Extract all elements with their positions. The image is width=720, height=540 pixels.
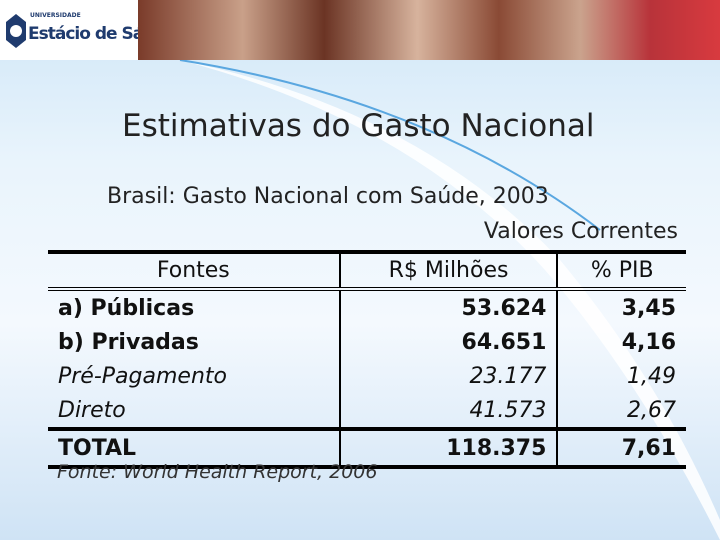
swoosh-line [179,59,601,231]
note: Valores Correntes [483,219,678,244]
table-cell: 118.375 [338,427,559,469]
table-cell: 23.177 [338,359,559,393]
table-cell: 3,45 [621,295,676,321]
column-header: Fontes [48,250,340,291]
banner-photo [138,0,720,60]
table-cell: 53.624 [338,289,559,325]
table-cell: 41.573 [338,393,559,429]
logo-top: UNIVERSIDADE [30,12,81,19]
table-cell: Direto [58,397,126,423]
table-cell: 64.651 [338,325,559,359]
table-cell: b) Privadas [58,329,199,355]
table-cell: TOTAL [48,427,340,469]
header-row: Fontes R$ Milhões% PIB [48,250,686,291]
table-row: Pré-Pagamento 23.177 1,49 [48,359,686,393]
title: Estimativas do Gasto Nacional [122,108,595,144]
table-cell: 1,49 [627,363,676,389]
table-row: Direto 41.573 2,67 [48,393,686,429]
source: Fonte: World Health Report, 2006 [57,461,378,483]
table-cell: 2,67 [627,397,676,423]
table-cell: 4,16 [621,329,676,355]
table-row: a) Públicas 53.624 3,45 [48,289,686,325]
table-cell: 7,61 [557,427,686,469]
total-row: TOTAL 118.375 7,61 [48,427,686,469]
logo-icon [6,14,26,48]
logo-name: Estácio de Sá [28,24,144,44]
subtitle: Brasil: Gasto Nacional com Saúde, 2003 [107,184,549,209]
column-header: R$ Milhões [338,250,559,291]
table-row: b) Privadas 64.651 4,16 [48,325,686,359]
table-cell: a) Públicas [58,295,195,321]
logo-area: UNIVERSIDADE Estácio de Sá [0,0,144,60]
table-cell: Pré-Pagamento [58,363,227,389]
table: Fontes R$ Milhões% PIB a) Públicas 53.624 3… [48,250,686,469]
column-header: % PIB [557,250,686,291]
